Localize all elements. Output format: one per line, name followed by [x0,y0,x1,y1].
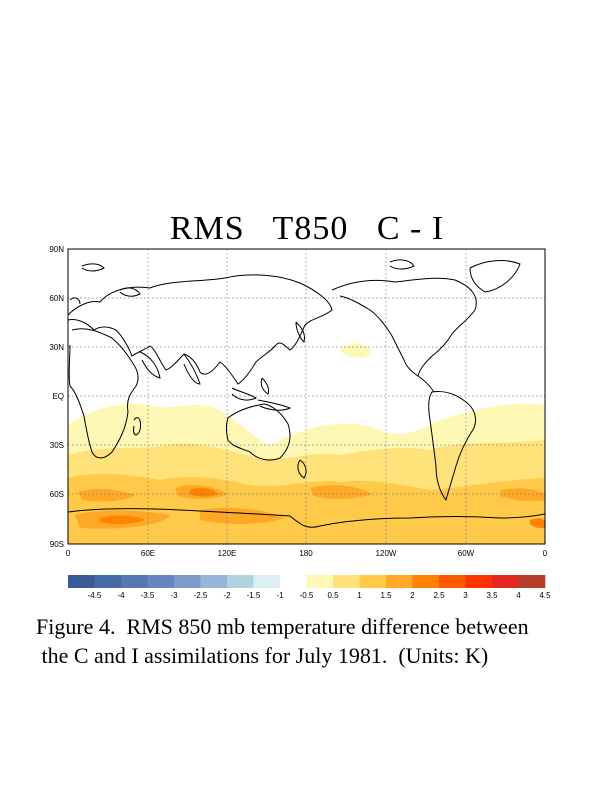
lat-label: 90S [50,540,64,549]
shade-level-0.5b [340,343,372,358]
lat-label: EQ [52,392,64,401]
colorbar-swatch [465,575,493,588]
colorbar-swatch [333,575,360,588]
colorbar-swatch [253,575,281,588]
colorbar-swatch [200,575,228,588]
colorbar-label: 1.5 [380,591,392,600]
colorbar-swatch [68,575,95,588]
lon-label: 120W [376,549,397,558]
coastlines [68,259,545,528]
map-frame [67,248,546,545]
lat-label: 60N [49,294,64,303]
colorbar-swatch [280,575,307,588]
colorbar-swatch [147,575,175,588]
graticule [68,249,545,544]
colorbar-swatch [492,575,519,588]
colorbar-label: -3.5 [141,591,155,600]
lat-label: 30S [50,441,64,450]
colorbar-label: -2 [223,591,231,600]
colorbar-label: -4.5 [88,591,102,600]
colorbar-label: -0.5 [300,591,314,600]
lon-label: 60E [141,549,155,558]
colorbar-label: -1.5 [247,591,261,600]
lon-label: 120E [218,549,237,558]
colorbar-label: 0.5 [327,591,339,600]
colorbar-swatch [359,575,387,588]
lon-label: 60W [458,549,475,558]
colorbar-swatch [412,575,440,588]
map-title: RMS T850 C - I [169,210,445,247]
lon-label: 180 [299,549,313,558]
colorbar-swatch [306,575,334,588]
caption-line-2: the C and I assimilations for July 1981.… [36,643,489,668]
colorbar-swatch [94,575,122,588]
lon-label: 0 [66,549,71,558]
colorbar-label: 4 [516,591,521,600]
colorbar-label: 2 [410,591,415,600]
longitude-labels: 0 60E 120E 180 120W 60W 0 [66,549,548,558]
colorbar-label: -1 [276,591,284,600]
colorbar-label: 2.5 [433,591,445,600]
colorbar-label: -4 [117,591,125,600]
colorbar: -4.5 -4 -3.5 -3 -2.5 -2 -1.5 -1 -0.5 0.5 1 1.5 2 2.5 3… [68,575,551,600]
colorbar-label: 3.5 [486,591,498,600]
lat-label: 60S [50,490,64,499]
colorbar-label: -3 [170,591,178,600]
latitude-labels: 90N 60N 30N EQ 30S 60S 90S [49,245,64,549]
rms-shading [68,343,545,544]
lon-label: 0 [543,549,548,558]
colorbar-swatch [386,575,413,588]
colorbar-swatch [121,575,148,588]
caption-line-1: Figure 4. RMS 850 mb temperature differe… [36,614,529,639]
lat-label: 90N [49,245,64,254]
lat-label: 30N [49,343,64,352]
colorbar-label: 4.5 [539,591,551,600]
colorbar-label: 3 [463,591,468,600]
colorbar-swatch [439,575,466,588]
figure-caption: Figure 4. RMS 850 mb temperature differe… [36,612,529,670]
colorbar-label: 1 [357,591,362,600]
colorbar-swatch [227,575,254,588]
colorbar-swatch [174,575,201,588]
colorbar-swatch [518,575,546,588]
colorbar-label: -2.5 [194,591,208,600]
